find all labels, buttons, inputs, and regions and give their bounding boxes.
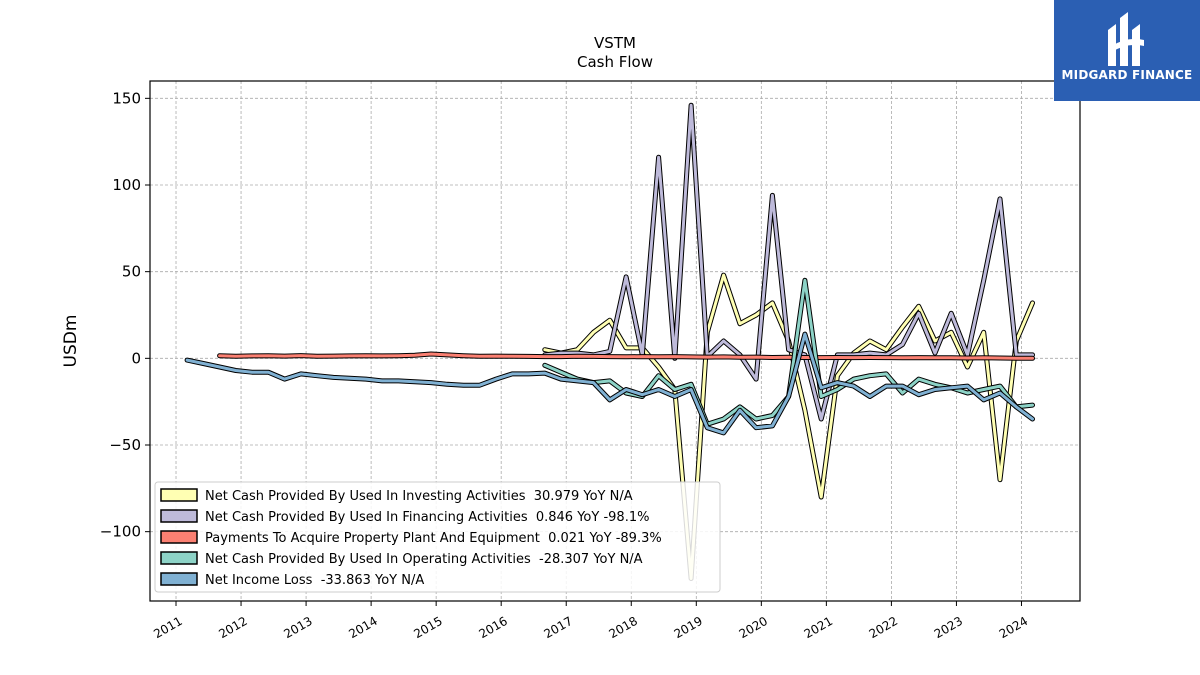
legend-swatch xyxy=(160,551,198,565)
legend-box xyxy=(154,481,721,593)
y-tick-label: −50 xyxy=(109,436,141,454)
x-tick-label: 2019 xyxy=(672,614,705,641)
x-tick-label: 2024 xyxy=(997,614,1030,641)
y-tick-label: −100 xyxy=(100,523,141,541)
x-tick-label: 2016 xyxy=(476,614,509,641)
x-tick-label: 2011 xyxy=(151,614,184,641)
y-tick-label: 150 xyxy=(112,89,141,107)
legend-label: Net Cash Provided By Used In Financing A… xyxy=(205,510,649,525)
series-line xyxy=(185,332,1034,435)
series-line-outline xyxy=(542,102,1035,422)
legend: Net Cash Provided By Used In Investing A… xyxy=(154,481,721,593)
y-tick-label: 0 xyxy=(131,349,141,367)
legend-swatch xyxy=(160,509,198,523)
brand-logo: MIDGARD FINANCE xyxy=(1054,0,1200,101)
y-axis-label: USDm xyxy=(61,315,81,368)
y-tick-label: 50 xyxy=(122,263,141,281)
chart-title: VSTM xyxy=(594,34,636,52)
x-tick-label: 2015 xyxy=(411,614,444,641)
x-tick-label: 2022 xyxy=(867,614,900,641)
y-tick-label: 100 xyxy=(112,176,141,194)
midgard-logo-icon xyxy=(1108,12,1144,66)
chart-subtitle: Cash Flow xyxy=(577,53,653,71)
x-tick-label: 2021 xyxy=(802,614,835,641)
legend-swatch xyxy=(160,488,198,502)
legend-label: Net Cash Provided By Used In Investing A… xyxy=(205,489,633,504)
x-tick-label: 2020 xyxy=(737,614,770,641)
x-tick-label: 2013 xyxy=(281,614,314,641)
x-tick-label: 2014 xyxy=(346,614,379,641)
legend-swatch xyxy=(160,530,198,544)
x-axis-ticks: 2011 2012 2013 2014 2015 2016 2017 2018 2019 2020… xyxy=(151,601,1030,641)
x-tick-label: 2018 xyxy=(607,614,640,641)
series-line xyxy=(543,103,1034,421)
legend-label: Payments To Acquire Property Plant And E… xyxy=(205,531,662,546)
x-tick-label: 2012 xyxy=(216,614,249,641)
plot-frame xyxy=(149,80,1081,602)
series-line xyxy=(218,352,1034,360)
x-tick-label: 2023 xyxy=(932,614,965,641)
series-lines xyxy=(184,102,1035,581)
legend-label: Net Cash Provided By Used In Operating A… xyxy=(205,552,643,567)
brand-name: MIDGARD FINANCE xyxy=(1061,68,1193,82)
legend-label: Net Income Loss -33.863 YoY N/A xyxy=(205,573,424,588)
legend-swatch xyxy=(160,572,198,586)
y-axis-ticks: 150 100 50 0 −50 −100 xyxy=(100,89,150,541)
x-tick-label: 2017 xyxy=(541,614,574,641)
